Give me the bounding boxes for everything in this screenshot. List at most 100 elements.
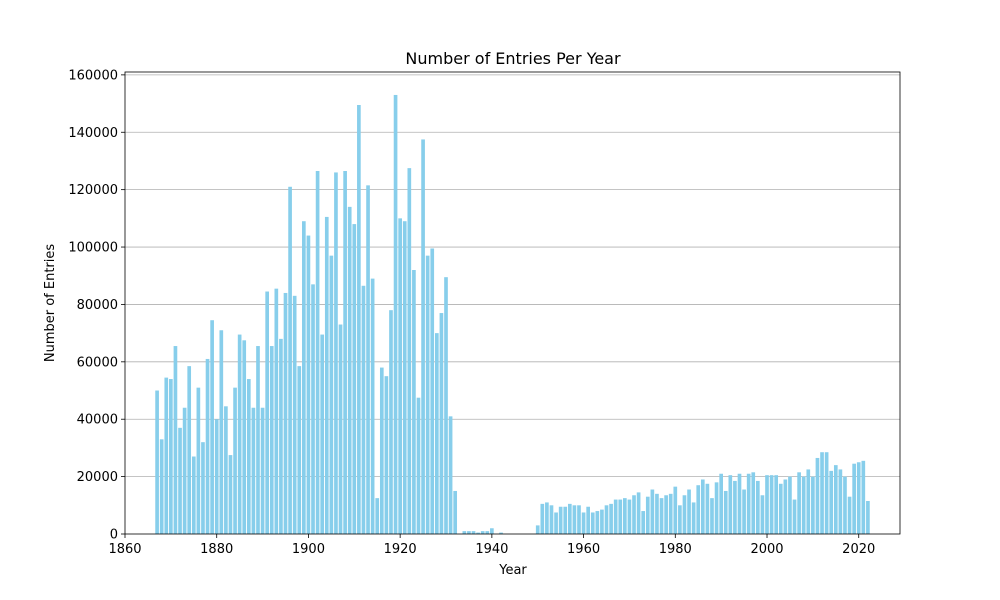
bar <box>668 493 673 534</box>
bar <box>453 490 458 534</box>
x-tick-label: 2000 <box>750 542 783 557</box>
y-tick-label: 40000 <box>77 413 118 428</box>
bar <box>435 333 439 534</box>
bar <box>379 367 384 534</box>
y-tick-label: 140000 <box>68 126 118 141</box>
bar <box>430 248 435 534</box>
bar <box>673 486 678 534</box>
bar <box>251 407 256 534</box>
bar <box>292 295 297 534</box>
bar <box>407 168 412 534</box>
bar <box>623 498 627 534</box>
bar <box>861 460 866 534</box>
bar <box>843 476 847 534</box>
bar <box>581 512 586 534</box>
bar <box>444 277 448 534</box>
bar <box>765 475 769 534</box>
bar <box>783 479 788 534</box>
bar <box>769 475 774 534</box>
bar <box>535 525 540 534</box>
bar <box>269 346 274 534</box>
bar <box>347 206 352 534</box>
bar <box>728 475 733 534</box>
bar <box>283 292 288 534</box>
bar <box>572 505 577 534</box>
bar <box>760 495 765 534</box>
bar <box>421 139 425 534</box>
bar <box>402 221 407 534</box>
bar <box>256 346 260 534</box>
y-axis-label: Number of Entries <box>43 244 58 363</box>
bar <box>416 397 421 534</box>
x-tick-label: 1900 <box>292 542 325 557</box>
bar <box>595 511 600 534</box>
bar <box>389 310 393 534</box>
bar <box>343 171 347 534</box>
bar <box>678 505 682 534</box>
bar <box>714 482 719 534</box>
bar <box>554 512 558 534</box>
bar <box>205 358 210 534</box>
bar <box>173 346 178 534</box>
bar <box>182 407 187 534</box>
bar <box>338 324 343 534</box>
bar <box>155 390 159 534</box>
bar <box>655 493 659 534</box>
bar <box>641 511 646 534</box>
bar <box>723 490 728 534</box>
y-tick-label: 120000 <box>68 183 118 198</box>
bar <box>425 255 430 535</box>
bar <box>480 531 485 534</box>
bar <box>737 473 742 534</box>
bar <box>650 489 655 534</box>
bar <box>856 462 861 534</box>
bar <box>632 495 636 534</box>
bar <box>352 224 357 534</box>
bar <box>604 505 609 534</box>
bar <box>797 472 801 534</box>
bar <box>659 498 664 534</box>
bar <box>829 470 834 534</box>
bar <box>549 505 554 534</box>
bar <box>490 528 494 534</box>
bar <box>627 499 632 534</box>
bar <box>169 379 173 534</box>
bar <box>224 406 228 534</box>
bar <box>242 340 247 534</box>
bar <box>847 496 852 534</box>
y-tick-label: 60000 <box>77 355 118 370</box>
bar <box>288 186 292 535</box>
bar <box>311 284 315 534</box>
bar <box>600 509 604 534</box>
x-tick-label: 1940 <box>475 542 508 557</box>
bar <box>852 463 856 534</box>
bar <box>393 94 398 535</box>
bar <box>824 452 829 534</box>
bar <box>476 532 480 534</box>
bar <box>833 465 838 534</box>
bar <box>412 270 416 534</box>
bar <box>742 489 746 534</box>
y-tick-label: 0 <box>110 528 118 543</box>
x-axis: 1860 1880 1900 1920 1940 1960 1980 2000 2020 <box>108 534 875 557</box>
bar <box>467 531 471 534</box>
bar <box>361 285 366 534</box>
bar <box>219 330 224 534</box>
bar <box>700 479 705 534</box>
bar <box>778 483 783 534</box>
y-axis: 0 20000 40000 60000 80000 100000 120000 140000 1… <box>68 68 125 543</box>
bar <box>609 503 613 534</box>
bar <box>645 496 650 534</box>
bar <box>196 387 201 534</box>
bar <box>563 506 568 534</box>
bar <box>613 499 618 534</box>
bar <box>733 480 737 534</box>
x-tick-label: 1880 <box>200 542 233 557</box>
bar <box>306 235 311 534</box>
bar <box>719 473 723 534</box>
bar <box>806 469 811 534</box>
bar <box>237 334 242 534</box>
bar <box>820 452 824 534</box>
bar <box>815 457 820 534</box>
